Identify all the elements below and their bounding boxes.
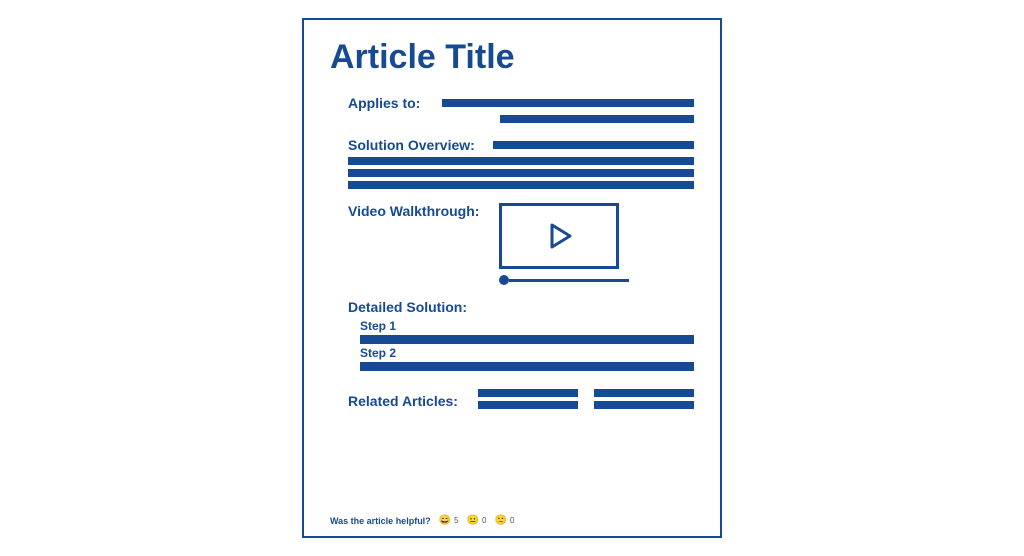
- video-player[interactable]: [499, 203, 629, 285]
- applies-to-label: Applies to:: [348, 95, 420, 111]
- article-template-page: Article Title Applies to: Solution Overv…: [302, 18, 722, 538]
- feedback-bar: Was the article helpful? 😄 5 😐 0 🙁 0: [330, 515, 514, 526]
- sad-emoji-icon: 🙁: [495, 515, 507, 526]
- related-article-link[interactable]: [478, 389, 578, 413]
- video-progress-handle[interactable]: [499, 275, 509, 285]
- video-walkthrough-section: Video Walkthrough:: [330, 203, 694, 285]
- placeholder-bar: [478, 401, 578, 409]
- placeholder-bar: [348, 181, 694, 189]
- placeholder-bar: [500, 115, 694, 123]
- video-frame: [499, 203, 619, 269]
- happy-emoji-icon: 😄: [439, 515, 451, 526]
- related-article-link[interactable]: [594, 389, 694, 413]
- solution-overview-section: Solution Overview:: [330, 137, 694, 189]
- feedback-count: 0: [482, 516, 486, 525]
- placeholder-bar: [493, 141, 694, 149]
- placeholder-bar: [360, 362, 694, 371]
- feedback-option-neutral[interactable]: 😐 0: [467, 515, 487, 526]
- related-articles-label: Related Articles:: [348, 393, 458, 409]
- related-articles-section: Related Articles:: [330, 389, 694, 413]
- play-icon: [542, 219, 576, 253]
- step-label: Step 1: [360, 319, 694, 333]
- solution-overview-label: Solution Overview:: [348, 137, 475, 153]
- placeholder-bar: [348, 157, 694, 165]
- feedback-prompt: Was the article helpful?: [330, 516, 431, 526]
- placeholder-bar: [594, 389, 694, 397]
- video-walkthrough-label: Video Walkthrough:: [348, 203, 479, 219]
- detailed-solution-label: Detailed Solution:: [348, 299, 467, 315]
- applies-to-section: Applies to:: [330, 95, 694, 123]
- video-progress[interactable]: [499, 275, 629, 285]
- detailed-solution-section: Detailed Solution: Step 1 Step 2: [330, 299, 694, 371]
- placeholder-bar: [360, 335, 694, 344]
- article-title: Article Title: [330, 38, 694, 77]
- placeholder-bar: [348, 169, 694, 177]
- feedback-option-happy[interactable]: 😄 5: [439, 515, 459, 526]
- feedback-count: 5: [454, 516, 458, 525]
- video-progress-track: [509, 279, 629, 282]
- neutral-emoji-icon: 😐: [467, 515, 479, 526]
- placeholder-bar: [478, 389, 578, 397]
- placeholder-bar: [442, 99, 694, 107]
- placeholder-bar: [594, 401, 694, 409]
- feedback-count: 0: [510, 516, 514, 525]
- step-label: Step 2: [360, 346, 694, 360]
- feedback-option-sad[interactable]: 🙁 0: [495, 515, 515, 526]
